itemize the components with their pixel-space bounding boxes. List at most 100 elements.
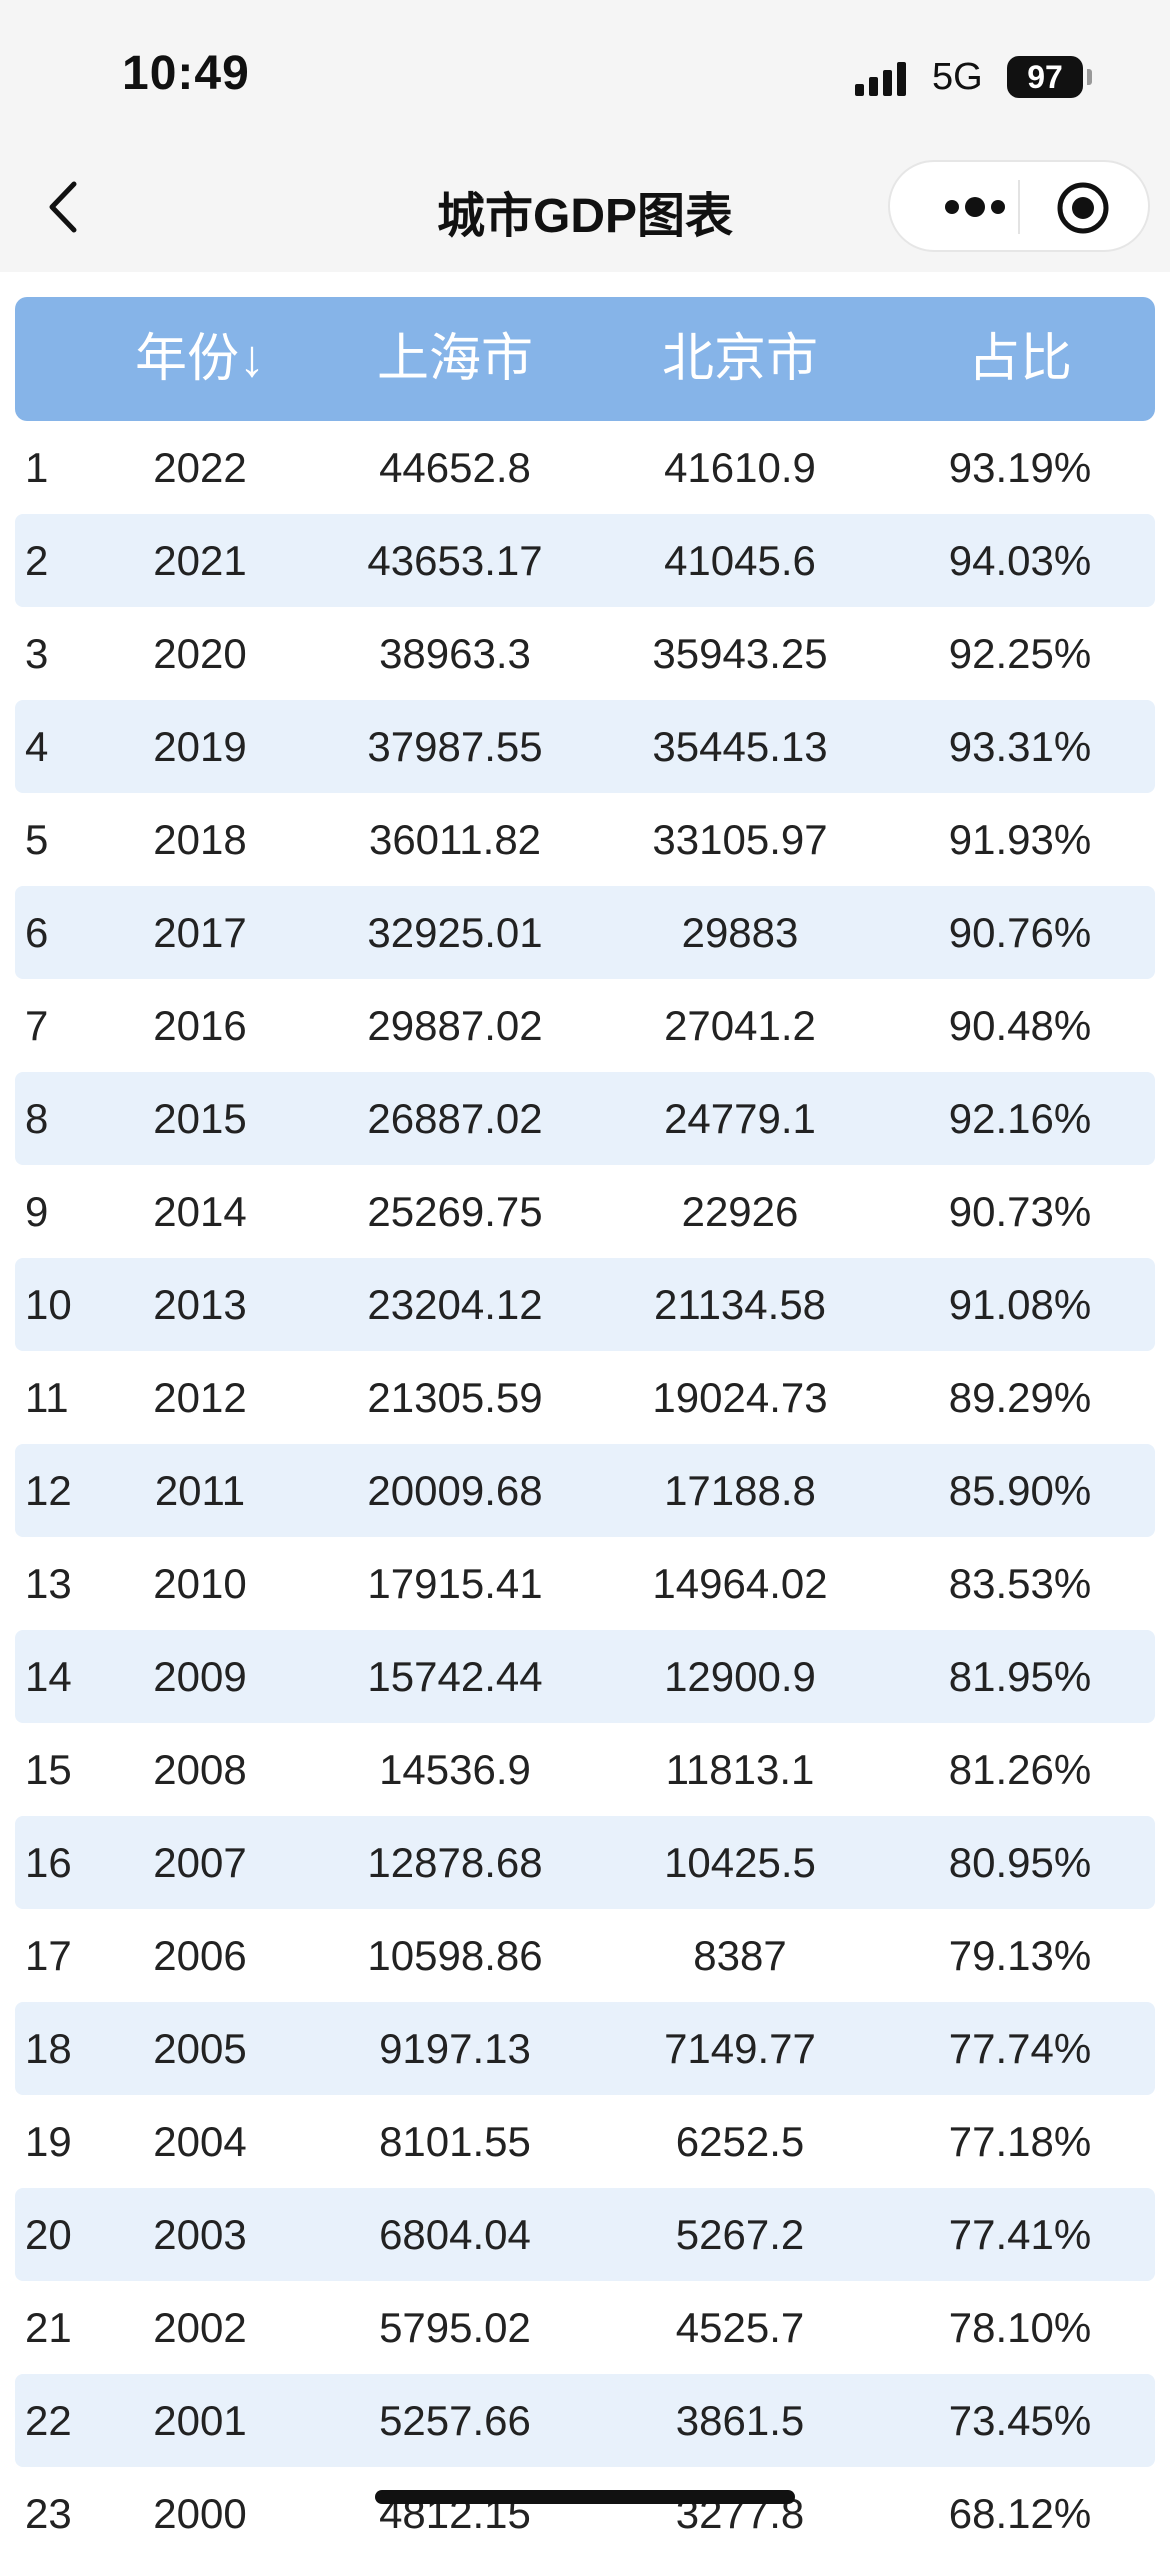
table-row[interactable]: 16 2007 12878.68 10425.5 80.95% [15, 1816, 1155, 1909]
row-index: 13 [25, 1560, 72, 1607]
beijing-cell: 35943.25 [652, 630, 828, 677]
table-body: 1 2022 44652.8 41610.9 93.19% 2 2021 43653.17 41… [15, 421, 1155, 2560]
table-row[interactable]: 18 2005 9197.13 7149.77 77.74% [15, 2002, 1155, 2095]
table-row[interactable]: 7 2016 29887.02 27041.2 90.48% [15, 979, 1155, 1072]
table-row[interactable]: 21 2002 5795.02 4525.7 78.10% [15, 2281, 1155, 2374]
year-cell: 2002 [153, 2304, 247, 2351]
close-button[interactable] [1055, 180, 1111, 236]
table-row[interactable]: 5 2018 36011.82 33105.97 91.93% [15, 793, 1155, 886]
table-row[interactable]: 23 2000 4812.15 3277.8 68.12% [15, 2467, 1155, 2560]
beijing-cell: 29883 [681, 909, 799, 956]
shanghai-cell: 6804.04 [379, 2211, 531, 2258]
ratio-cell: 83.53% [948, 1560, 1092, 1607]
row-index: 5 [25, 816, 49, 863]
year-cell: 2007 [153, 1839, 247, 1886]
shanghai-cell: 26887.02 [367, 1095, 543, 1142]
header-year[interactable]: 年份↓ [134, 330, 265, 388]
table-row[interactable]: 11 2012 21305.59 19024.73 89.29% [15, 1351, 1155, 1444]
beijing-cell: 12900.9 [664, 1653, 816, 1700]
row-index: 2 [25, 537, 49, 584]
beijing-cell: 19024.73 [652, 1374, 828, 1421]
table-row[interactable]: 14 2009 15742.44 12900.9 81.95% [15, 1630, 1155, 1723]
beijing-cell: 5267.2 [675, 2211, 805, 2258]
row-index: 16 [25, 1839, 72, 1886]
row-index: 3 [25, 630, 49, 677]
table-row[interactable]: 2 2021 43653.17 41045.6 94.03% [15, 514, 1155, 607]
ratio-cell: 68.12% [948, 2490, 1092, 2537]
year-cell: 2012 [153, 1374, 247, 1421]
header-shanghai[interactable]: 上海市 [376, 330, 533, 388]
shanghai-cell: 12878.68 [367, 1839, 543, 1886]
table-header: 年份↓ 上海市 北京市 占比 [15, 297, 1155, 421]
table-row[interactable]: 22 2001 5257.66 3861.5 73.45% [15, 2374, 1155, 2467]
row-index: 20 [25, 2211, 72, 2258]
table-row[interactable]: 6 2017 32925.01 29883 90.76% [15, 886, 1155, 979]
page-title: 城市GDP图表 [436, 190, 734, 243]
row-index: 19 [25, 2118, 72, 2165]
table-row[interactable]: 4 2019 37987.55 35445.13 93.31% [15, 700, 1155, 793]
beijing-cell: 7149.77 [664, 2025, 816, 2072]
beijing-cell: 35445.13 [652, 723, 828, 770]
ratio-cell: 90.76% [948, 909, 1092, 956]
status-time: 10:49 [122, 47, 250, 100]
shanghai-cell: 29887.02 [367, 1002, 543, 1049]
gdp-table: 年份↓ 上海市 北京市 占比 1 2022 44652.8 41610.9 93.19%… [15, 297, 1155, 2560]
table-row[interactable]: 20 2003 6804.04 5267.2 77.41% [15, 2188, 1155, 2281]
ratio-cell: 80.95% [948, 1839, 1092, 1886]
ratio-cell: 81.26% [948, 1746, 1092, 1793]
row-index: 4 [25, 723, 49, 770]
ratio-cell: 92.16% [948, 1095, 1092, 1142]
beijing-cell: 17188.8 [664, 1467, 816, 1514]
shanghai-cell: 14536.9 [379, 1746, 531, 1793]
shanghai-cell: 9197.13 [379, 2025, 531, 2072]
year-cell: 2017 [153, 909, 247, 956]
table-row[interactable]: 10 2013 23204.12 21134.58 91.08% [15, 1258, 1155, 1351]
table-row[interactable]: 19 2004 8101.55 6252.5 77.18% [15, 2095, 1155, 2188]
row-index: 10 [25, 1281, 72, 1328]
ratio-cell: 90.48% [948, 1002, 1092, 1049]
row-index: 1 [25, 444, 49, 491]
year-cell: 2015 [153, 1095, 247, 1142]
header-ratio[interactable]: 占比 [967, 330, 1072, 388]
ratio-cell: 77.74% [948, 2025, 1092, 2072]
shanghai-cell: 38963.3 [379, 630, 531, 677]
shanghai-cell: 23204.12 [367, 1281, 543, 1328]
beijing-cell: 21134.58 [653, 1281, 827, 1328]
year-cell: 2001 [153, 2397, 247, 2444]
beijing-cell: 10425.5 [664, 1839, 816, 1886]
row-index: 8 [25, 1095, 49, 1142]
beijing-cell: 11813.1 [665, 1746, 815, 1793]
beijing-cell: 3277.8 [675, 2490, 805, 2537]
beijing-cell: 3861.5 [675, 2397, 805, 2444]
table-row[interactable]: 17 2006 10598.86 8387 79.13% [15, 1909, 1155, 2002]
table-row[interactable]: 1 2022 44652.8 41610.9 93.19% [15, 421, 1155, 514]
table-row[interactable]: 12 2011 20009.68 17188.8 85.90% [15, 1444, 1155, 1537]
signal-icon [855, 60, 915, 96]
table-row[interactable]: 9 2014 25269.75 22926 90.73% [15, 1165, 1155, 1258]
ratio-cell: 93.31% [948, 723, 1092, 770]
table-row[interactable]: 8 2015 26887.02 24779.1 92.16% [15, 1072, 1155, 1165]
header-beijing[interactable]: 北京市 [661, 330, 818, 388]
back-button[interactable] [40, 172, 90, 242]
row-index: 17 [25, 1932, 72, 1979]
battery-icon: 97 [1007, 56, 1083, 98]
ratio-cell: 81.95% [948, 1653, 1092, 1700]
beijing-cell: 27041.2 [664, 1002, 816, 1049]
shanghai-cell: 4812.15 [379, 2490, 531, 2537]
network-type: 5G [932, 56, 983, 98]
shanghai-cell: 10598.86 [367, 1932, 543, 1979]
more-button[interactable] [930, 182, 1020, 232]
table-row[interactable]: 3 2020 38963.3 35943.25 92.25% [15, 607, 1155, 700]
row-index: 12 [25, 1467, 72, 1514]
beijing-cell: 22926 [681, 1188, 799, 1235]
year-cell: 2022 [153, 444, 247, 491]
table-row[interactable]: 15 2008 14536.9 11813.1 81.26% [15, 1723, 1155, 1816]
shanghai-cell: 15742.44 [367, 1653, 543, 1700]
shanghai-cell: 17915.41 [367, 1560, 543, 1607]
beijing-cell: 41610.9 [664, 444, 816, 491]
ratio-cell: 85.90% [948, 1467, 1092, 1514]
home-indicator [375, 2490, 795, 2504]
mini-program-capsule [888, 160, 1150, 252]
table-row[interactable]: 13 2010 17915.41 14964.02 83.53% [15, 1537, 1155, 1630]
year-cell: 2014 [153, 1188, 247, 1235]
